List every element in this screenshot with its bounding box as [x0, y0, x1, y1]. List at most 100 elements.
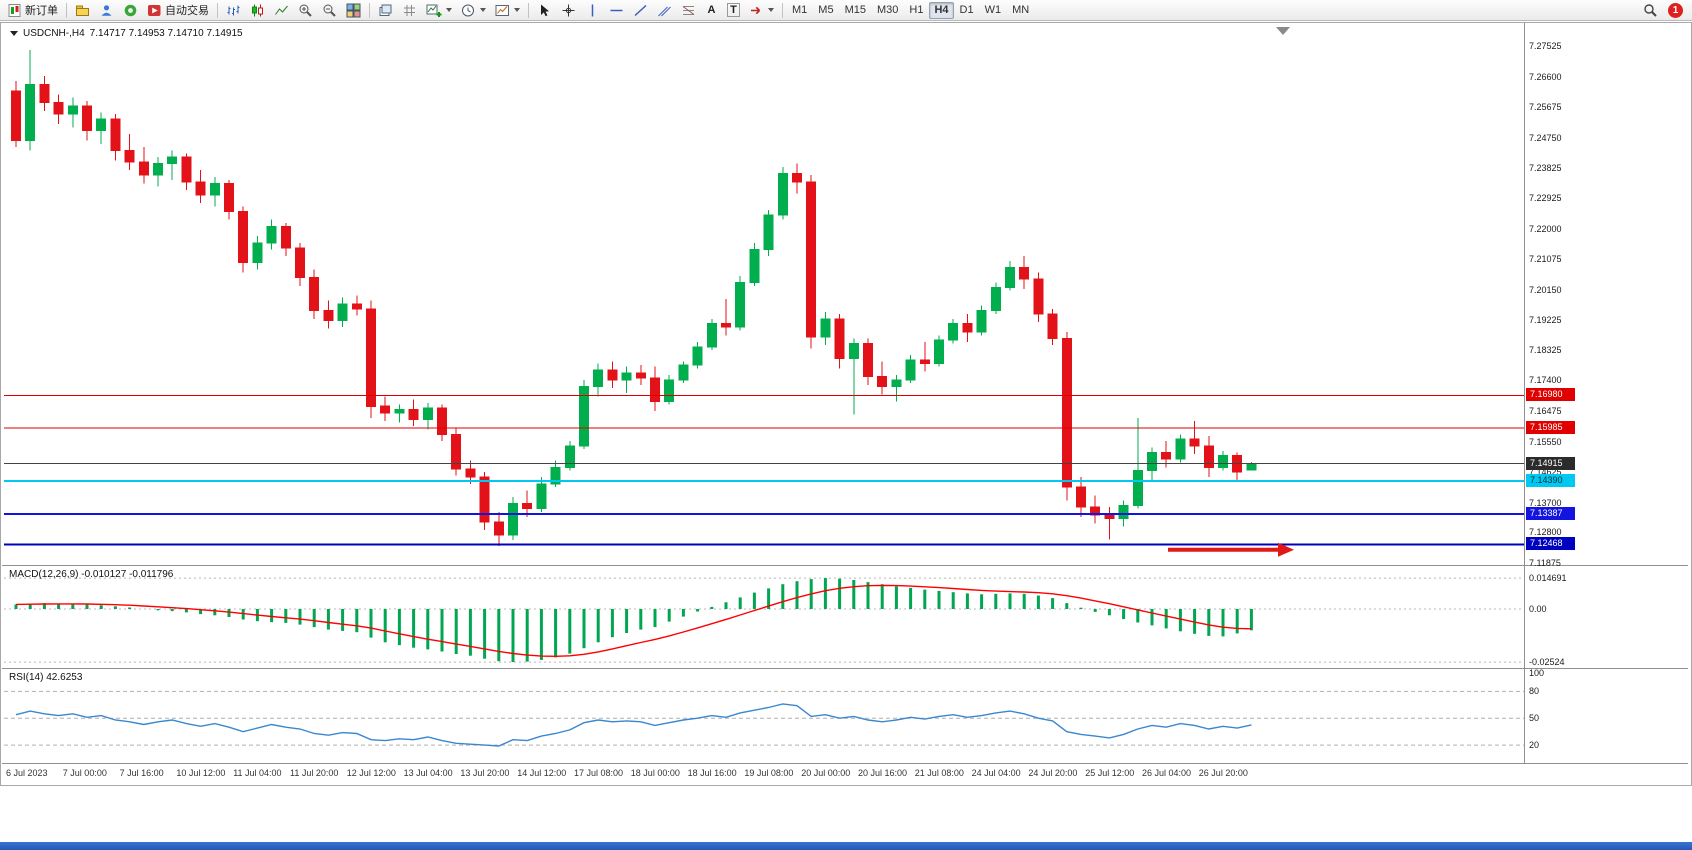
templates-button[interactable]	[491, 1, 524, 20]
zoom-out-icon	[322, 3, 337, 18]
channel-tool-button[interactable]	[653, 1, 676, 20]
rsi-axis-label: 20	[1529, 740, 1540, 751]
price-axis-label: 7.18325	[1529, 344, 1562, 355]
price-axis-label: 7.12800	[1529, 527, 1562, 538]
navigator-button[interactable]	[95, 1, 118, 20]
label-tool-label: T	[727, 3, 740, 17]
zoom-in-icon	[298, 3, 313, 18]
price-axis-label: 7.25675	[1529, 102, 1562, 113]
time-axis-label: 26 Jul 04:00	[1142, 768, 1192, 778]
chart-shift-marker	[1276, 27, 1290, 35]
price-axis[interactable]: 7.27525 7.26600 7.25675 7.24750 7.23825 7.229…	[1524, 0, 1692, 786]
line-chart-mode-button[interactable]	[270, 1, 293, 20]
red-arrow-head	[1278, 542, 1294, 557]
pane-resize-handle[interactable]	[2, 565, 1688, 566]
chevron-down-icon	[514, 8, 520, 12]
notification-badge[interactable]: 1	[1668, 2, 1683, 18]
price-axis-label: 7.23825	[1529, 163, 1562, 174]
chevron-down-icon	[446, 8, 452, 12]
chart-symbol-label: USDCNH-,H4 7.14717 7.14953 7.14710 7.149…	[10, 28, 243, 39]
grid-toggle-button[interactable]	[398, 1, 421, 20]
price-axis-label: 7.17400	[1529, 375, 1562, 386]
cascade-windows-button[interactable]	[374, 1, 397, 20]
time-axis-label: 18 Jul 16:00	[687, 768, 737, 778]
new-order-icon	[7, 3, 22, 18]
time-axis[interactable]: 6 Jul 2023 7 Jul 00:00 7 Jul 16:00 10 Jul 1…	[0, 765, 1524, 785]
symbol-ohlc: 7.14717 7.14953 7.14710 7.14915	[89, 28, 243, 39]
pane-resize-handle[interactable]	[2, 668, 1688, 669]
market-watch-icon	[75, 3, 90, 18]
rsi-axis-label: 80	[1529, 686, 1540, 697]
price-axis-label: 7.19225	[1529, 315, 1562, 326]
fibonacci-tool-button[interactable]	[677, 1, 700, 20]
timeframe-button-m5[interactable]: M5	[818, 4, 834, 16]
search-button[interactable]	[1639, 1, 1662, 20]
periods-button[interactable]	[457, 1, 490, 20]
timeframe-button-mn[interactable]: MN	[1012, 4, 1030, 16]
price-tag: 7.14915	[1526, 456, 1575, 470]
timeframe-button-m30[interactable]: M30	[876, 4, 899, 16]
vertical-line-tool-button[interactable]	[581, 1, 604, 20]
chevron-down-icon	[768, 8, 774, 12]
timeframe-button-d1[interactable]: D1	[959, 4, 974, 16]
clock-icon	[461, 3, 476, 18]
price-axis-label: 7.22925	[1529, 193, 1562, 204]
price-axis-label: 7.13700	[1529, 497, 1562, 508]
new-order-button[interactable]: 新订单	[3, 1, 62, 20]
rsi-pane[interactable]	[4, 669, 1524, 763]
line-chart-icon	[274, 3, 289, 18]
macd-pane[interactable]	[4, 566, 1524, 668]
price-axis-label: 7.21075	[1529, 254, 1562, 265]
tile-windows-button[interactable]	[342, 1, 365, 20]
toolbar-separator	[369, 2, 370, 18]
crosshair-tool-button[interactable]	[557, 1, 580, 20]
terminal-button[interactable]	[119, 1, 142, 20]
price-tag: 7.16980	[1526, 388, 1575, 402]
macd-axis-label: -0.02524	[1529, 657, 1565, 668]
timeframe-button-m15[interactable]: M15	[844, 4, 866, 16]
chevron-down-icon	[480, 8, 486, 12]
time-axis-label: 14 Jul 12:00	[517, 768, 567, 778]
time-axis-label: 25 Jul 12:00	[1085, 768, 1135, 778]
price-axis-separator	[1524, 23, 1525, 764]
timeframe-button-w1[interactable]: W1	[984, 4, 1002, 16]
time-axis-label: 19 Jul 08:00	[744, 768, 794, 778]
bar-chart-mode-button[interactable]	[222, 1, 245, 20]
time-axis-label: 12 Jul 12:00	[346, 768, 396, 778]
horizontal-line-icon	[609, 3, 624, 18]
text-tool-button[interactable]: A	[701, 1, 722, 20]
trendline-tool-button[interactable]	[629, 1, 652, 20]
timeframe-toolbar: M1 M5 M15 M30 H1 H4 D1 W1 MN	[787, 1, 1034, 19]
toolbar-separator	[66, 2, 67, 18]
time-axis-label: 21 Jul 08:00	[914, 768, 964, 778]
text-label-tool-button[interactable]: T	[723, 1, 744, 20]
arrow-tool-icon	[749, 3, 764, 18]
trendline-icon	[633, 3, 648, 18]
auto-trading-label: 自动交易	[165, 5, 209, 17]
arrows-tool-button[interactable]	[745, 1, 778, 20]
rsi-label: RSI(14) 42.6253	[9, 672, 83, 683]
horizontal-line-tool-button[interactable]	[605, 1, 628, 20]
timeframe-button-m1[interactable]: M1	[792, 4, 808, 16]
zoom-out-button[interactable]	[318, 1, 341, 20]
rsi-axis-label: 50	[1529, 713, 1540, 724]
text-tool-label: A	[707, 4, 716, 16]
time-axis-label: 10 Jul 12:00	[176, 768, 226, 778]
timeframe-button-h4[interactable]: H4	[929, 1, 954, 19]
zoom-in-button[interactable]	[294, 1, 317, 20]
cursor-tool-button[interactable]	[533, 1, 556, 20]
auto-trading-button[interactable]: 自动交易	[143, 1, 213, 20]
main-chart-pane[interactable]	[4, 25, 1524, 565]
macd-axis-label: 0.00	[1529, 604, 1547, 614]
grid-icon	[402, 3, 417, 18]
toolbar-right-group: 1	[1639, 1, 1689, 20]
timeframe-button-h1[interactable]: H1	[909, 4, 924, 16]
price-tag: 7.13387	[1526, 506, 1575, 520]
chart-menu-triangle-icon[interactable]	[10, 31, 18, 36]
candlestick-chart-icon	[250, 3, 265, 18]
candlestick-mode-button[interactable]	[246, 1, 269, 20]
market-watch-button[interactable]	[71, 1, 94, 20]
time-axis-label: 7 Jul 16:00	[119, 768, 164, 778]
new-chart-button[interactable]	[422, 1, 456, 20]
